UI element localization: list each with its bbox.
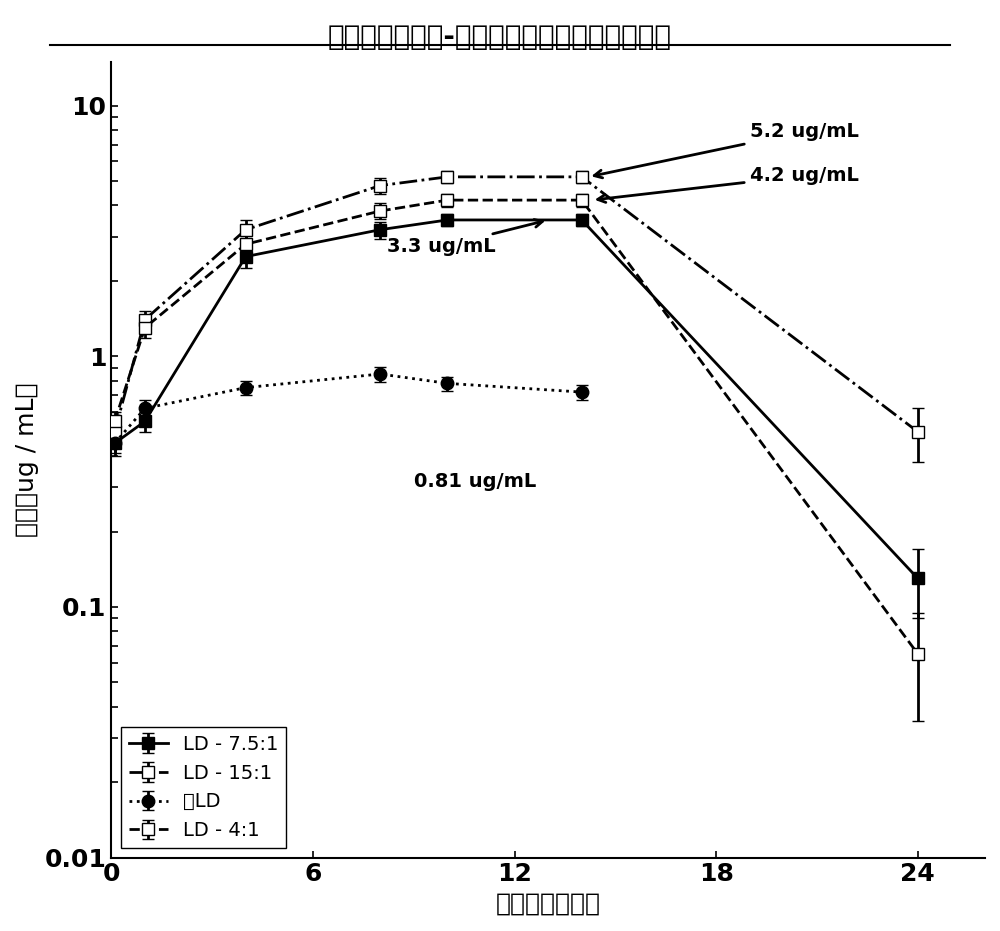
Text: 0.81 ug/mL: 0.81 ug/mL (414, 472, 536, 492)
Text: 5.2 ug/mL: 5.2 ug/mL (594, 122, 859, 178)
Text: 4.2 ug/mL: 4.2 ug/mL (598, 166, 859, 202)
Text: 3.3 ug/mL: 3.3 ug/mL (387, 220, 542, 256)
Legend: LD - 7.5:1, LD - 15:1, 仅LD, LD - 4:1: LD - 7.5:1, LD - 15:1, 仅LD, LD - 4:1 (121, 727, 286, 848)
Y-axis label: 浓度（ug / mL）: 浓度（ug / mL） (15, 383, 39, 537)
X-axis label: 给药后的小时数: 给药后的小时数 (496, 892, 601, 916)
Text: 小型猪中的时间-浓度曲线（左旋多巴血浓度）: 小型猪中的时间-浓度曲线（左旋多巴血浓度） (328, 23, 672, 51)
